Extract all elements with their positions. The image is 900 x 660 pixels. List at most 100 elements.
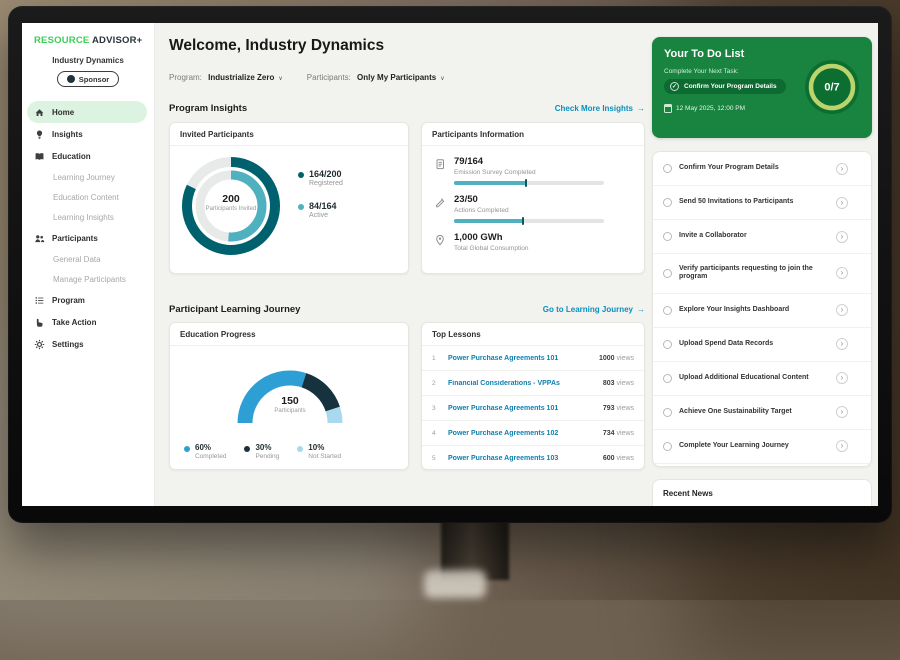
task-row[interactable]: Upload Spend Data Records: [653, 328, 871, 362]
lesson-views: 803 views: [602, 379, 634, 387]
lesson-rank: 2: [432, 379, 436, 387]
task-checkbox[interactable]: [663, 407, 672, 417]
legend-dot: [298, 204, 304, 210]
progress-bar: [454, 217, 604, 225]
sidebar-item-education[interactable]: Education: [22, 145, 154, 167]
lesson-link[interactable]: Financial Considerations - VPPAs: [448, 379, 560, 387]
todo-next-task[interactable]: Confirm Your Program Details: [664, 79, 786, 94]
task-row[interactable]: Explore Your Insights Dashboard: [653, 294, 871, 328]
sidebar-item-insights[interactable]: Insights: [22, 123, 154, 145]
sidebar-item-program[interactable]: Program: [22, 289, 154, 311]
task-row[interactable]: Complete Your Learning Journey: [653, 430, 871, 464]
legend-dot: [298, 172, 304, 178]
chevron-right-icon[interactable]: [836, 406, 848, 418]
monitor-stand: [441, 518, 509, 580]
participants-information-card: Participants Information 79/164 Emission …: [421, 122, 645, 274]
todo-summary-card: Your To Do List Complete Your Next Task:…: [652, 37, 872, 138]
program-filter-value: Industrialize Zero: [208, 73, 283, 82]
task-checkbox[interactable]: [663, 198, 672, 207]
legend-label: Registered: [309, 180, 343, 187]
donut-center-label: 200 Participants Invited: [203, 193, 259, 213]
chevron-right-icon[interactable]: [836, 267, 848, 280]
info-label: Emission Survey Completed: [454, 169, 536, 176]
collapse-tasks-link[interactable]: Collapse Tasks: [653, 464, 871, 467]
lesson-link[interactable]: Power Purchase Agreements 101: [448, 354, 559, 362]
chevron-right-icon[interactable]: [836, 162, 848, 175]
chevron-right-icon[interactable]: [836, 304, 848, 316]
education-progress-card: Education Progress 150 Participants 60% C…: [169, 322, 409, 470]
sidebar-item-general-data[interactable]: General Data: [22, 249, 154, 269]
task-label: Send 50 Invitations to Participants: [679, 198, 794, 206]
info-row: 23/50 Actions Completed: [434, 194, 632, 225]
progress-bar: [454, 179, 604, 187]
task-checkbox[interactable]: [663, 305, 672, 315]
task-label: Confirm Your Program Details: [679, 164, 779, 172]
sidebar-item-learning-journey[interactable]: Learning Journey: [22, 167, 154, 187]
education-total-label: Participants: [274, 408, 306, 414]
lesson-rank: 3: [432, 404, 436, 412]
progress-bar-fill: [454, 179, 527, 187]
sidebar-item-manage-participants[interactable]: Manage Participants: [22, 269, 154, 289]
education-total: 150: [281, 395, 299, 407]
education-card-title: Education Progress: [170, 323, 408, 346]
chevron-right-icon[interactable]: [836, 338, 848, 350]
lesson-row: 4 Power Purchase Agreements 102 734 views: [422, 421, 644, 446]
task-row[interactable]: Send 50 Invitations to Participants: [653, 186, 871, 220]
sidebar-item-label: Take Action: [52, 317, 97, 327]
settings-icon: [34, 339, 45, 350]
desk-object: [424, 570, 486, 598]
chevron-right-icon[interactable]: [836, 196, 848, 209]
task-row[interactable]: Achieve One Sustainability Target: [653, 396, 871, 430]
lessons-rows: 1 Power Purchase Agreements 101 1000 views…: [422, 346, 644, 471]
go-to-learning-journey-link[interactable]: Go to Learning Journey: [543, 305, 645, 314]
lesson-rank: 5: [432, 455, 436, 462]
participants-filter[interactable]: Participants: Only My Participants: [307, 73, 445, 82]
sidebar-item-label: Insights: [52, 129, 83, 139]
sidebar-item-settings[interactable]: Settings: [22, 333, 154, 355]
todo-due-row: 12 May 2025, 12:00 PM: [664, 104, 745, 113]
top-lessons-card: Top Lessons 1 Power Purchase Agreements 1…: [421, 322, 645, 470]
sponsor-icon: [66, 75, 75, 83]
chevron-right-icon[interactable]: [836, 230, 848, 243]
task-checkbox[interactable]: [663, 441, 672, 451]
lesson-row: 5 Power Purchase Agreements 103 600 views: [422, 446, 644, 471]
sidebar-item-label: Learning Insights: [53, 212, 114, 222]
task-checkbox[interactable]: [663, 373, 672, 383]
task-label: Explore Your Insights Dashboard: [679, 305, 790, 313]
legend-dot: [244, 446, 251, 452]
task-checkbox[interactable]: [663, 339, 672, 349]
program-filter[interactable]: Program: Industrialize Zero: [169, 73, 283, 82]
task-checkbox[interactable]: [663, 164, 672, 173]
task-row[interactable]: Verify participants requesting to join t…: [653, 254, 871, 294]
progress-bar-fill: [454, 217, 524, 225]
legend-label: Not Started: [308, 453, 342, 460]
task-row[interactable]: Invite a Collaborator: [653, 220, 871, 254]
sponsor-badge[interactable]: Sponsor: [56, 71, 120, 87]
participants-icon: [34, 233, 45, 244]
monitor-bezel: RESOURCE ADVISOR+ Industry Dynamics Spon…: [8, 6, 892, 523]
sidebar-item-take-action[interactable]: Take Action: [22, 311, 154, 333]
sidebar-item-education-content[interactable]: Education Content: [22, 187, 154, 207]
sidebar-item-label: Program: [52, 295, 85, 305]
info-row: 1,000 GWh Total Global Consumption: [434, 232, 632, 252]
todo-tasks-card: Confirm Your Program Details Send 50 Invi…: [652, 151, 872, 467]
sidebar-item-participants[interactable]: Participants: [22, 227, 154, 249]
sidebar-item-label: Education Content: [53, 192, 119, 202]
task-checkbox[interactable]: [663, 268, 672, 278]
chevron-right-icon[interactable]: [836, 372, 848, 384]
learning-journey-header: Participant Learning Journey Go to Learn…: [169, 304, 645, 315]
task-row[interactable]: Confirm Your Program Details: [653, 152, 871, 186]
check-more-insights-link[interactable]: Check More Insights: [555, 104, 645, 113]
energy-icon: [434, 233, 446, 252]
lessons-card-title: Top Lessons: [422, 323, 644, 346]
page-title: Welcome, Industry Dynamics: [169, 37, 385, 54]
task-checkbox[interactable]: [663, 232, 672, 241]
task-row[interactable]: Upload Additional Educational Content: [653, 362, 871, 396]
chevron-right-icon[interactable]: [836, 440, 848, 452]
lesson-link[interactable]: Power Purchase Agreements 102: [448, 429, 559, 437]
sidebar-item-learning-insights[interactable]: Learning Insights: [22, 207, 154, 227]
lesson-link[interactable]: Power Purchase Agreements 101: [448, 404, 559, 412]
sidebar-item-home[interactable]: Home: [27, 101, 147, 123]
lesson-link[interactable]: Power Purchase Agreements 103: [448, 455, 559, 462]
invited-donut-chart: [182, 157, 280, 255]
